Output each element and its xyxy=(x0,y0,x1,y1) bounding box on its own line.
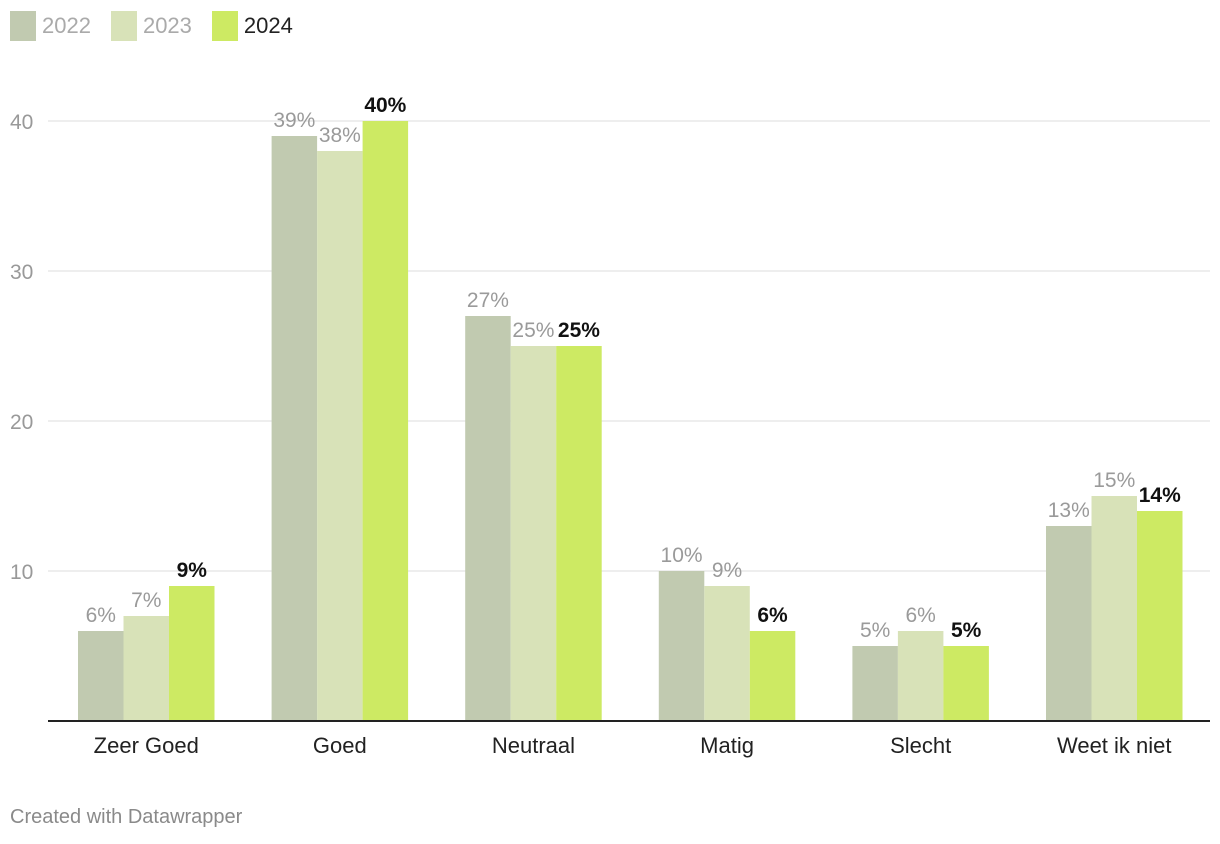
category-label: Weet ik niet xyxy=(1057,733,1172,758)
value-label-2023-2: 25% xyxy=(512,319,554,342)
category-label: Neutraal xyxy=(492,733,575,758)
bar-2024-3 xyxy=(749,631,796,721)
bar-2023-2 xyxy=(510,346,557,721)
legend-swatch xyxy=(211,11,238,41)
legend-label: 2023 xyxy=(142,13,192,38)
value-label-2022-3: 10% xyxy=(661,544,703,567)
value-label-2023-3: 9% xyxy=(712,559,742,582)
legend-swatch xyxy=(10,11,36,41)
bar-2024-4 xyxy=(943,646,989,721)
value-label-2023-5: 15% xyxy=(1093,469,1135,492)
bar-2024-2 xyxy=(556,346,602,721)
bar-2023-3 xyxy=(704,586,750,721)
legend-label: 2022 xyxy=(42,13,91,38)
value-label-2022-2: 27% xyxy=(467,289,509,312)
value-label-2023-1: 38% xyxy=(319,124,361,147)
value-label-2022-5: 13% xyxy=(1048,499,1090,522)
bar-2022-1 xyxy=(271,136,318,721)
y-tick-label: 30 xyxy=(10,261,33,284)
bar-2022-4 xyxy=(852,646,898,721)
legend-swatch xyxy=(110,11,137,41)
value-label-2024-5: 14% xyxy=(1139,484,1181,507)
value-label-2022-0: 6% xyxy=(86,604,116,627)
legend-item-2022: 2022 xyxy=(10,11,91,41)
legend-item-2024: 2024 xyxy=(211,11,293,41)
value-label-2024-3: 6% xyxy=(757,604,788,627)
category-label: Goed xyxy=(313,733,367,758)
bar-2023-4 xyxy=(897,631,944,721)
bar-2022-5 xyxy=(1046,526,1092,721)
credit-footer: Created with Datawrapper xyxy=(10,806,243,828)
bar-2024-5 xyxy=(1137,511,1183,721)
value-label-2023-4: 6% xyxy=(905,604,935,627)
category-label: Zeer Goed xyxy=(94,733,199,758)
y-tick-label: 10 xyxy=(10,561,33,584)
value-label-2024-4: 5% xyxy=(951,619,982,642)
bar-2024-1 xyxy=(362,121,409,721)
value-label-2024-1: 40% xyxy=(364,94,406,117)
bar-2023-1 xyxy=(317,151,363,721)
category-label: Matig xyxy=(700,733,754,758)
bar-2022-2 xyxy=(465,316,511,721)
value-label-2022-4: 5% xyxy=(860,619,890,642)
value-label-2023-0: 7% xyxy=(131,589,161,612)
value-label-2022-1: 39% xyxy=(273,109,315,132)
y-tick-label: 40 xyxy=(10,111,33,134)
y-tick-label: 20 xyxy=(10,411,33,434)
value-label-2024-0: 9% xyxy=(177,559,208,582)
legend-label: 2024 xyxy=(243,13,293,38)
bar-2023-5 xyxy=(1091,496,1137,721)
bar-2024-0 xyxy=(169,586,215,721)
bar-2023-0 xyxy=(123,616,169,721)
bar-2022-3 xyxy=(658,571,705,721)
legend-item-2023: 2023 xyxy=(110,11,192,41)
chart-legend: 2022 2023 2024 xyxy=(10,10,313,42)
value-label-2024-2: 25% xyxy=(558,319,600,342)
bar-2022-0 xyxy=(78,631,124,721)
category-label: Slecht xyxy=(890,733,951,758)
